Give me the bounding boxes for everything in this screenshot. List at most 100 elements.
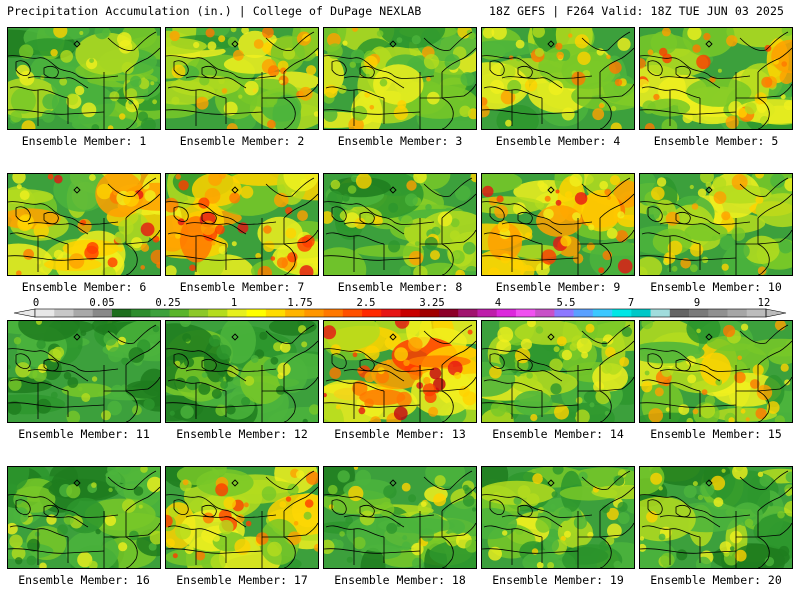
colorbar-swatch (73, 309, 94, 317)
precip-map (8, 174, 160, 275)
ensemble-member-label: Ensemble Member: 8 (337, 280, 463, 294)
colorbar-frame (34, 308, 767, 318)
ensemble-map-panel (7, 27, 161, 130)
ensemble-map-panel (323, 173, 477, 276)
ensemble-map-panel (165, 320, 319, 423)
colorbar-tick-label: 5.5 (556, 297, 576, 309)
colorbar-swatch (438, 309, 459, 317)
colorbar-bar (13, 308, 787, 318)
ensemble-member-label: Ensemble Member: 14 (492, 427, 624, 441)
ensemble-map-panel (165, 27, 319, 130)
ensemble-member-label: Ensemble Member: 4 (495, 134, 621, 148)
colorbar-swatch (496, 309, 517, 317)
ensemble-map-panel (639, 27, 793, 130)
ensemble-map-panel (323, 320, 477, 423)
colorbar-labels: 0 0.05 0.25 1 1.75 2.5 3.25 4 5.5 7 9 12 (0, 297, 800, 309)
colorbar-swatch (554, 309, 574, 317)
colorbar-swatch (131, 309, 151, 317)
precip-map (640, 28, 792, 129)
ensemble-member-label: Ensemble Member: 18 (334, 573, 466, 587)
colorbar-swatch (54, 309, 74, 317)
precip-map (166, 467, 318, 568)
ensemble-map-panel (165, 466, 319, 569)
ensemble-member-label: Ensemble Member: 5 (653, 134, 779, 148)
precip-map (482, 174, 634, 275)
ensemble-map-panel (481, 320, 635, 423)
colorbar-tick-label: 0 (32, 297, 40, 309)
precip-map (166, 28, 318, 129)
ensemble-member-label: Ensemble Member: 2 (179, 134, 305, 148)
ensemble-map-panel (323, 466, 477, 569)
colorbar-min-arrow (13, 308, 36, 318)
ensemble-member-label: Ensemble Member: 19 (492, 573, 624, 587)
precip-map (640, 174, 792, 275)
colorbar: 0 0.05 0.25 1 1.75 2.5 3.25 4 5.5 7 9 12 (0, 297, 800, 321)
colorbar-tick-label: 3.25 (419, 297, 445, 309)
colorbar-tick-label: 7 (627, 297, 635, 309)
colorbar-swatch (265, 309, 286, 317)
ensemble-map-panel (481, 27, 635, 130)
precip-map (324, 321, 476, 422)
colorbar-swatch (381, 309, 401, 317)
ensemble-member-label: Ensemble Member: 11 (18, 427, 150, 441)
precip-map (482, 467, 634, 568)
colorbar-swatch (246, 309, 267, 317)
ensemble-map-panel (639, 320, 793, 423)
colorbar-swatch (477, 309, 497, 317)
colorbar-tick-label: 0.05 (89, 297, 115, 309)
precip-map (482, 28, 634, 129)
ensemble-member-label: Ensemble Member: 10 (650, 280, 782, 294)
ensemble-member-label: Ensemble Member: 16 (18, 573, 150, 587)
colorbar-swatch (323, 309, 344, 317)
colorbar-max-arrow (765, 308, 787, 318)
ensemble-map-panel (481, 173, 635, 276)
colorbar-swatch (669, 309, 690, 317)
colorbar-swatch (612, 309, 632, 317)
ensemble-member-label: Ensemble Member: 17 (176, 573, 308, 587)
colorbar-swatch (400, 309, 421, 317)
precip-map (640, 321, 792, 422)
precip-map (8, 467, 160, 568)
colorbar-swatch (708, 309, 728, 317)
colorbar-tick-label: 2.5 (356, 297, 376, 309)
colorbar-swatch (169, 309, 190, 317)
colorbar-tick-label: 4 (494, 297, 502, 309)
colorbar-swatch (515, 309, 536, 317)
ensemble-member-label: Ensemble Member: 13 (334, 427, 466, 441)
colorbar-swatch (111, 309, 132, 317)
ensemble-member-label: Ensemble Member: 15 (650, 427, 782, 441)
precip-map (324, 467, 476, 568)
precip-map (8, 321, 160, 422)
colorbar-swatch (227, 309, 247, 317)
colorbar-swatch (727, 309, 748, 317)
colorbar-swatch (150, 309, 170, 317)
colorbar-swatch (650, 309, 671, 317)
ensemble-map-panel (7, 320, 161, 423)
ensemble-member-label: Ensemble Member: 12 (176, 427, 308, 441)
colorbar-swatch (285, 309, 305, 317)
colorbar-swatch (746, 309, 767, 317)
colorbar-tick-label: 12 (757, 297, 771, 309)
precip-map (8, 28, 160, 129)
ensemble-map-panel (165, 173, 319, 276)
precip-map (324, 174, 476, 275)
ensemble-member-label: Ensemble Member: 9 (495, 280, 621, 294)
colorbar-swatch (92, 309, 113, 317)
colorbar-swatch (592, 309, 613, 317)
precip-map (324, 28, 476, 129)
colorbar-swatch (362, 309, 382, 317)
colorbar-tick-label: 0.25 (155, 297, 181, 309)
ensemble-map-panel (7, 466, 161, 569)
ensemble-map-panel (639, 173, 793, 276)
ensemble-member-label: Ensemble Member: 3 (337, 134, 463, 148)
colorbar-swatch (631, 309, 651, 317)
colorbar-swatch (35, 309, 55, 317)
colorbar-swatch (188, 309, 209, 317)
ensemble-map-panel (323, 27, 477, 130)
ensemble-map-panel (639, 466, 793, 569)
header-run-info: 18Z GEFS | F264 Valid: 18Z TUE JUN 03 20… (489, 4, 784, 18)
ensemble-member-label: Ensemble Member: 7 (179, 280, 305, 294)
colorbar-tick-label: 9 (693, 297, 701, 309)
ensemble-member-label: Ensemble Member: 6 (21, 280, 147, 294)
colorbar-tick-label: 1 (230, 297, 238, 309)
